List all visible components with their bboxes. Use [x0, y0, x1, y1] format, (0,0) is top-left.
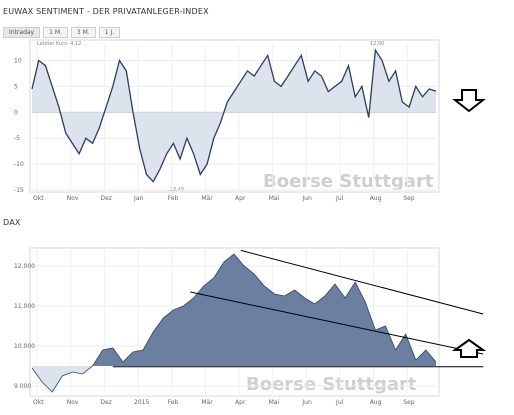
y-tick-label: 10.000 — [14, 343, 35, 350]
chart2-area — [32, 254, 436, 366]
down-arrow-icon — [452, 89, 486, 113]
x-tick-label: Jun — [301, 195, 312, 202]
tab-1-month[interactable]: 1 M. — [43, 27, 68, 38]
y-tick-label: -5 — [14, 135, 20, 142]
chart2-watermark: Boerse Stuttgart — [246, 374, 417, 395]
x-tick-label: Aug — [370, 195, 382, 202]
y-tick-label: 12.000 — [14, 263, 35, 270]
y-tick-label: 11.000 — [14, 303, 35, 310]
chart2-series-line — [31, 253, 437, 393]
tab-1-year[interactable]: 1 J. — [98, 27, 121, 38]
x-tick-label: Mär — [201, 399, 213, 406]
chart1-max-note: 12,00 — [370, 41, 384, 47]
time-range-tabs: Intraday 1 M. 3 M. 1 J. — [3, 27, 121, 38]
up-arrow-icon — [451, 338, 487, 358]
chart2-ticks: 12.000 11.000 10.000 9.000 Okt Nov Dez 2015 Feb M… — [14, 263, 415, 406]
chart1-last-value: Letzter Kurs: 4,12 — [37, 41, 81, 47]
y-tick-label: 10 — [14, 58, 22, 65]
x-tick-label: Jul — [335, 399, 344, 406]
y-tick-label: 0 — [14, 109, 18, 116]
x-tick-label: Mai — [269, 399, 280, 406]
x-tick-label: Sep — [403, 399, 415, 406]
chart2-title: DAX — [3, 218, 21, 227]
chart2-frame — [29, 247, 440, 397]
x-tick-label: Nov — [67, 195, 79, 202]
x-tick-label: Aug — [370, 399, 382, 406]
x-tick-label: Feb — [168, 195, 179, 202]
x-tick-label: Apr — [235, 399, 246, 406]
y-tick-label: -15 — [14, 187, 24, 194]
x-tick-label: Apr — [235, 195, 246, 202]
tab-3-months[interactable]: 3 M. — [70, 27, 96, 38]
y-tick-label: -10 — [14, 161, 24, 168]
chart1-ticks: 10 5 0 -5 -10 -15 Okt Nov Dez Jan Feb Mär Apr Mai Jun J… — [14, 58, 415, 202]
chart1-area — [32, 50, 436, 182]
x-tick-label: Okt — [33, 399, 44, 406]
chart2-below-baseline-area — [32, 366, 436, 392]
tab-intraday[interactable]: Intraday — [3, 27, 41, 38]
chart2-trendlines — [112, 249, 484, 368]
x-tick-label: Dez — [100, 399, 111, 406]
y-tick-label: 9.000 — [14, 383, 31, 390]
chart1-frame — [29, 39, 440, 193]
x-tick-label: Jun — [301, 399, 312, 406]
x-tick-label: Mär — [201, 195, 213, 202]
y-tick-label: 5 — [14, 83, 18, 90]
x-tick-label: Nov — [67, 399, 79, 406]
chart1-series-line — [31, 48, 437, 183]
trendline — [190, 291, 484, 355]
x-tick-label: Feb — [168, 399, 179, 406]
x-tick-label: Jul — [335, 195, 344, 202]
x-tick-label: Jan — [133, 195, 143, 202]
x-tick-label: Okt — [33, 195, 44, 202]
x-tick-label: Dez — [100, 195, 111, 202]
x-tick-label: Sep — [403, 195, 415, 202]
chart1-title: EUWAX SENTIMENT - DER PRIVATANLEGER-INDE… — [3, 7, 209, 16]
chart1-watermark: Boerse Stuttgart — [263, 171, 434, 192]
x-tick-label: Mai — [269, 195, 280, 202]
x-tick-label: 2015 — [134, 399, 149, 406]
trendline — [240, 249, 484, 315]
